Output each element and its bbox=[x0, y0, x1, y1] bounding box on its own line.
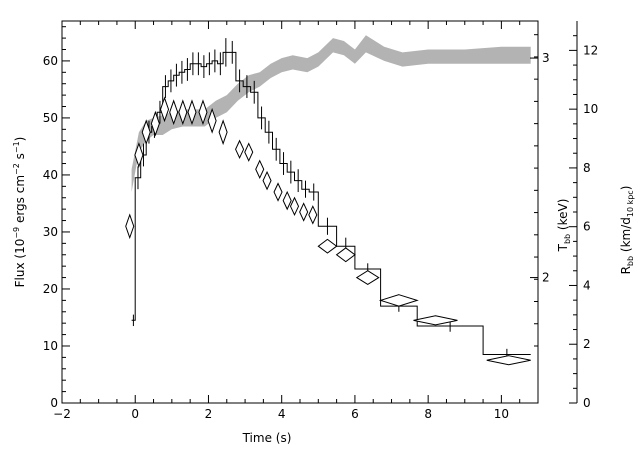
y-axis-tbb-title: Tbb (keV) bbox=[556, 199, 572, 253]
rbb-diamond bbox=[150, 110, 160, 137]
rbb-diamond bbox=[235, 139, 245, 160]
flux-histogram-line bbox=[131, 51, 531, 355]
rbb-diamond bbox=[355, 270, 380, 285]
flux-tick-label: 0 bbox=[50, 396, 58, 410]
rbb-diamond bbox=[141, 119, 151, 146]
rbb-diamond bbox=[413, 315, 458, 326]
rbb-diamond bbox=[207, 107, 217, 134]
rbb-tick-label: 0 bbox=[583, 396, 591, 410]
flux-tick-label: 30 bbox=[43, 225, 58, 239]
tbb-tick-label: 2 bbox=[542, 271, 550, 285]
x-tick-label: 6 bbox=[351, 407, 359, 421]
x-tick-label: 10 bbox=[494, 407, 509, 421]
rbb-diamond bbox=[335, 247, 356, 263]
y-axis-rbb-title: Rbb (km/d10 kpc) bbox=[619, 186, 635, 275]
rbb-tick-label: 8 bbox=[583, 161, 591, 175]
flux-tick-label: 40 bbox=[43, 168, 58, 182]
rbb-diamond bbox=[198, 99, 208, 126]
rbb-diamond bbox=[273, 182, 283, 202]
flux-tick-label: 50 bbox=[43, 111, 58, 125]
rbb-diamond bbox=[262, 170, 272, 191]
rbb-diamond bbox=[125, 213, 135, 240]
rbb-diamond bbox=[187, 99, 197, 126]
rbb-tick-label: 6 bbox=[583, 220, 591, 234]
flux-histogram-layer bbox=[131, 38, 531, 361]
rbb-tick-label: 4 bbox=[583, 278, 591, 292]
rbb-diamond bbox=[134, 142, 144, 168]
rbb-diamond bbox=[299, 202, 309, 222]
flux-tick-label: 20 bbox=[43, 282, 58, 296]
rbb-tick-label: 2 bbox=[583, 337, 591, 351]
y-axis-left-title: Flux (10−9 ergs cm−2 s−1) bbox=[12, 137, 27, 288]
rbb-diamond bbox=[378, 294, 419, 307]
rbb-diamond bbox=[255, 159, 265, 179]
x-tick-label: 8 bbox=[424, 407, 432, 421]
x-axis-title: Time (s) bbox=[242, 431, 292, 445]
rbb-diamond bbox=[308, 205, 318, 225]
rbb-diamond bbox=[317, 238, 338, 254]
rbb-diamond bbox=[244, 142, 254, 162]
rbb-diamond bbox=[178, 99, 188, 126]
x-tick-label: 4 bbox=[278, 407, 286, 421]
rbb-tick-label: 12 bbox=[583, 43, 598, 57]
rbb-tick-label: 10 bbox=[583, 102, 598, 116]
rbb-diamond-layer bbox=[125, 96, 531, 366]
tbb-tick-label: 3 bbox=[542, 51, 550, 65]
rbb-diamond bbox=[289, 196, 300, 217]
rbb-diamond bbox=[169, 99, 179, 126]
x-tick-label: 2 bbox=[205, 407, 213, 421]
rbb-diamond bbox=[282, 190, 292, 211]
rbb-diamond bbox=[218, 119, 228, 146]
flux-tick-label: 10 bbox=[43, 339, 58, 353]
rbb-diamond bbox=[159, 96, 170, 123]
x-tick-label: −2 bbox=[53, 407, 71, 421]
flux-tick-label: 60 bbox=[43, 54, 58, 68]
rbb-diamond bbox=[486, 355, 531, 366]
x-tick-label: 0 bbox=[131, 407, 139, 421]
